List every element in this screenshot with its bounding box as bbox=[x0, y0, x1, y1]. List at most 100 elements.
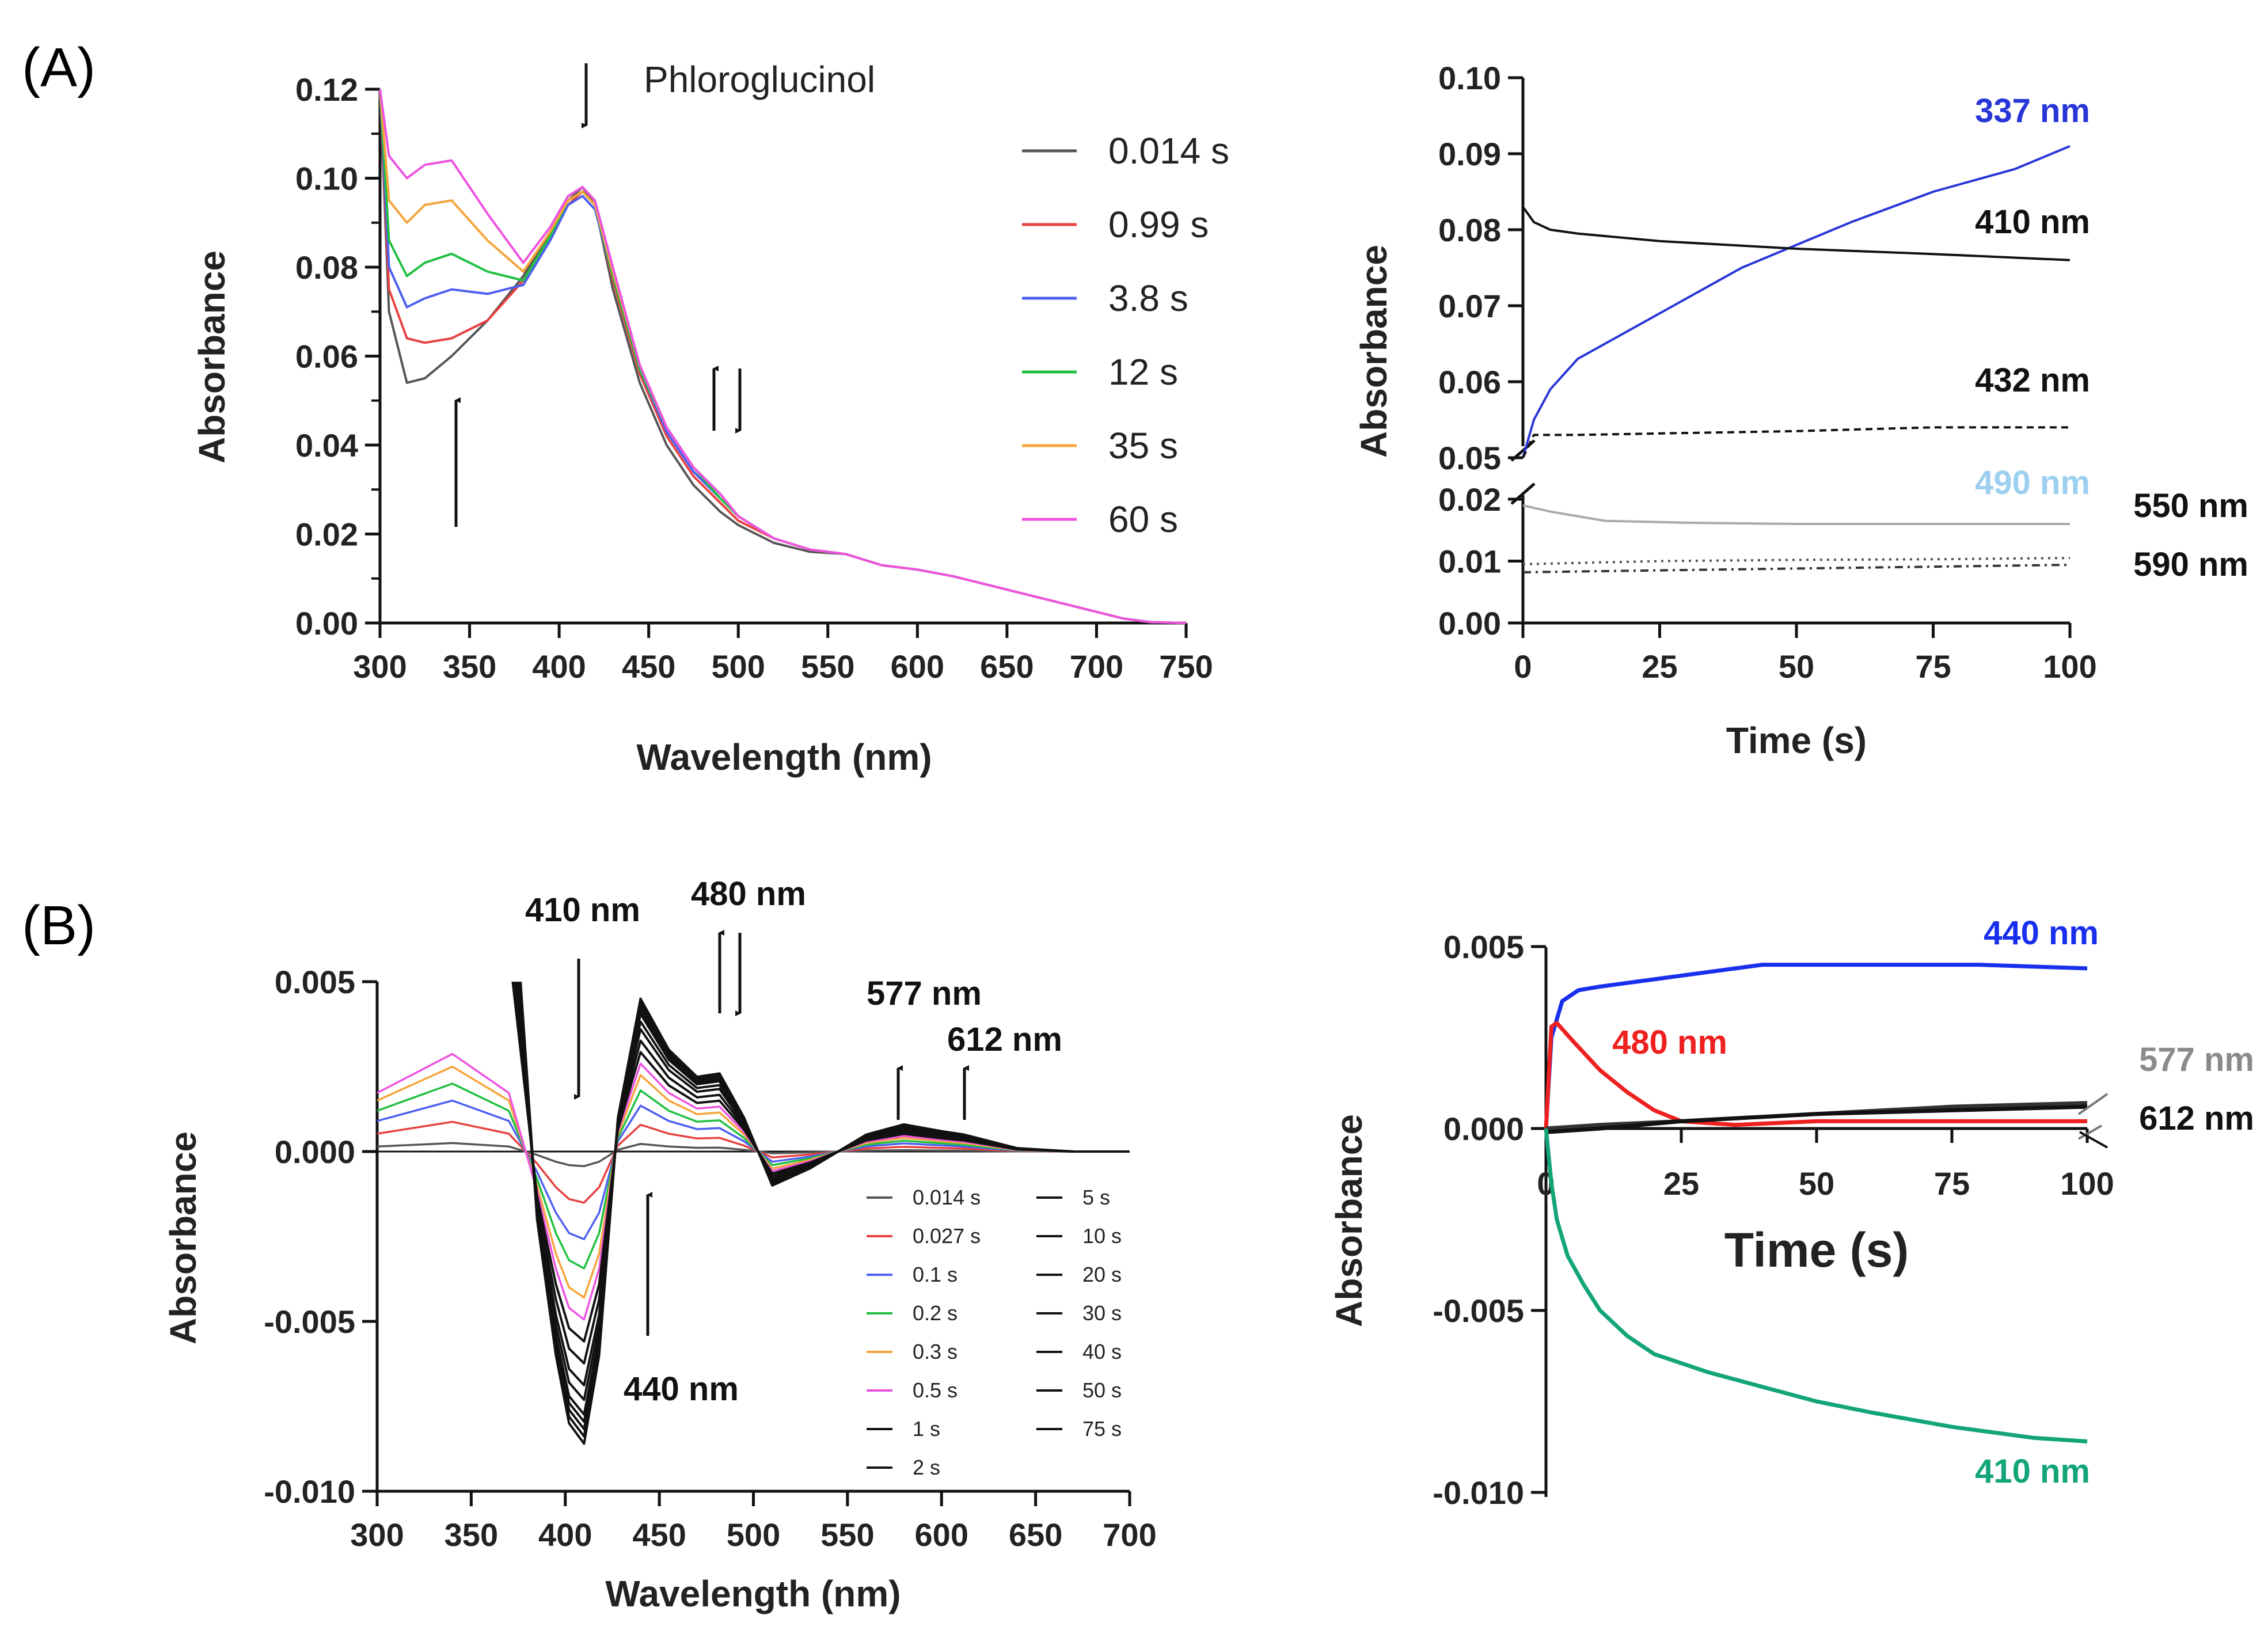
b-left-legend-label: 50 s bbox=[1082, 1378, 1122, 1402]
b-left-series-line bbox=[511, 982, 1130, 1343]
chart-a-right: 0.05 0.06 0.07 0.08 0.09 0.10 0.00 0.01 0.02 0 25… bbox=[1353, 60, 2248, 761]
b-right-leader-577b bbox=[2077, 1093, 2109, 1115]
a-right-series-line bbox=[1522, 557, 2071, 565]
a-left-xtick-label: 700 bbox=[1070, 648, 1123, 685]
b-left-legend-label: 10 s bbox=[1082, 1224, 1122, 1248]
b-left-xtick-label: 550 bbox=[820, 1517, 874, 1553]
a-left-ylabel: Absorbance bbox=[191, 250, 233, 463]
a-right-lower-ytick-label: 0.00 bbox=[1438, 605, 1501, 641]
b-right-ytick-label: 0.000 bbox=[1443, 1111, 1524, 1147]
b-right-label-480nm: 480 nm bbox=[1612, 1024, 1727, 1061]
b-right-ytick-label: -0.010 bbox=[1433, 1475, 1524, 1511]
b-right-series-line bbox=[1544, 963, 2088, 1129]
a-left-ytick-label: 0.12 bbox=[295, 71, 358, 108]
b-left-series-line bbox=[512, 982, 1130, 1365]
a-left-xtick-label: 500 bbox=[712, 648, 765, 685]
a-left-xtick-label: 550 bbox=[801, 648, 854, 685]
a-right-label-410nm: 410 nm bbox=[1975, 203, 2090, 241]
a-right-label-550nm: 550 nm bbox=[2133, 487, 2248, 525]
b-left-series-line bbox=[377, 1099, 1130, 1240]
panel-label-a: (A) bbox=[22, 37, 96, 98]
b-left-series-line bbox=[377, 1142, 1130, 1168]
b-label-410: 410 nm bbox=[525, 891, 640, 929]
a-right-upper-ytick-label: 0.05 bbox=[1438, 440, 1501, 476]
a-left-xtick-label: 750 bbox=[1159, 648, 1213, 685]
b-right-xtick-label: 25 bbox=[1663, 1165, 1699, 1202]
b-left-legend-label: 30 s bbox=[1082, 1301, 1122, 1325]
a-right-series-line bbox=[1522, 564, 2071, 573]
a-right-series-line bbox=[1522, 145, 2071, 458]
a-left-ytick-label: 0.00 bbox=[295, 605, 358, 641]
a-left-legend-label: 12 s bbox=[1108, 351, 1178, 393]
a-right-upper-ytick-label: 0.06 bbox=[1438, 364, 1501, 400]
a-left-series-line bbox=[379, 89, 1187, 624]
a-right-xtick-label: 0 bbox=[1514, 648, 1532, 685]
a-right-lower-ytick-label: 0.01 bbox=[1438, 544, 1501, 580]
b-right-leader-577 bbox=[2078, 1124, 2102, 1140]
panel-label-b: (B) bbox=[22, 895, 96, 956]
b-left-xtick-label: 350 bbox=[445, 1517, 498, 1553]
b-left-xtick-label: 500 bbox=[727, 1517, 780, 1553]
b-left-series-line bbox=[377, 1065, 1130, 1299]
a-left-xtick-label: 600 bbox=[891, 648, 944, 685]
a-left-xlabel: Wavelength (nm) bbox=[636, 736, 932, 778]
a-left-ytick-label: 0.10 bbox=[295, 161, 358, 197]
b-right-label-410nm: 410 nm bbox=[1975, 1453, 2090, 1490]
b-right-xtick-label: 50 bbox=[1799, 1165, 1834, 1202]
a-left-series-line bbox=[379, 89, 1187, 624]
b-right-series-line bbox=[1544, 1128, 2088, 1443]
a-right-series-line bbox=[1522, 504, 2070, 525]
b-right-ytick-label: -0.005 bbox=[1433, 1293, 1524, 1329]
a-left-ytick-label: 0.06 bbox=[295, 339, 358, 375]
a-right-ylabel: Absorbance bbox=[1353, 245, 1395, 458]
b-left-xtick-label: 450 bbox=[632, 1517, 686, 1553]
b-right-xtick-label: 75 bbox=[1934, 1165, 1970, 1202]
b-left-legend-label: 0.027 s bbox=[913, 1224, 981, 1248]
a-left-xtick-label: 450 bbox=[622, 648, 675, 685]
a-right-upper-ytick-label: 0.09 bbox=[1438, 136, 1501, 172]
b-left-legend-label: 0.3 s bbox=[913, 1340, 958, 1363]
a-left-legend-label: 0.99 s bbox=[1108, 204, 1209, 245]
b-right-ylabel: Absorbance bbox=[1328, 1114, 1370, 1327]
a-right-xtick-label: 75 bbox=[1915, 648, 1951, 685]
chart-a-left: 0.00 0.02 0.04 0.06 0.08 0.10 0.12 300 350 400 45… bbox=[191, 59, 1229, 778]
a-left-xtick-label: 400 bbox=[532, 648, 586, 685]
b-left-legend-label: 75 s bbox=[1082, 1417, 1122, 1441]
b-left-ytick-label: 0.005 bbox=[275, 964, 355, 1000]
b-left-legend-label: 20 s bbox=[1082, 1263, 1122, 1286]
b-left-xtick-label: 300 bbox=[350, 1517, 404, 1553]
b-left-ytick-label: -0.010 bbox=[264, 1473, 355, 1510]
b-left-series-line bbox=[377, 1120, 1130, 1204]
b-right-label-577nm: 577 nm bbox=[2139, 1041, 2254, 1078]
a-right-upper-ytick-label: 0.07 bbox=[1438, 288, 1501, 324]
b-left-series-line bbox=[377, 1053, 1130, 1321]
chart-b-left: 0.005 0.000 -0.005 -0.010 300 350 400 450 500 55… bbox=[162, 875, 1157, 1614]
a-right-upper-ytick-label: 0.08 bbox=[1438, 212, 1501, 248]
a-left-legend-label: 3.8 s bbox=[1108, 278, 1188, 319]
b-left-series-line bbox=[518, 982, 1130, 1438]
b-right-label-440nm: 440 nm bbox=[1984, 914, 2099, 952]
a-left-legend-label: 60 s bbox=[1108, 499, 1178, 540]
a-left-series-line bbox=[379, 89, 1187, 624]
b-left-legend-label: 40 s bbox=[1082, 1340, 1122, 1363]
b-right-label-612nm: 612 nm bbox=[2139, 1100, 2254, 1137]
b-left-legend-label: 2 s bbox=[913, 1456, 940, 1479]
b-left-series-line bbox=[377, 1082, 1130, 1270]
b-left-ytick-label: -0.005 bbox=[264, 1304, 355, 1340]
a-left-ytick-label: 0.04 bbox=[295, 427, 358, 463]
b-right-leader-612 bbox=[2079, 1131, 2108, 1149]
a-left-xtick-label: 350 bbox=[443, 648, 496, 685]
a-left-ytick-label: 0.08 bbox=[295, 249, 358, 286]
a-right-label-590nm: 590 nm bbox=[2133, 546, 2248, 583]
a-left-xtick-label: 650 bbox=[980, 648, 1034, 685]
b-label-612: 612 nm bbox=[947, 1021, 1062, 1058]
b-left-xtick-label: 400 bbox=[538, 1517, 592, 1553]
a-right-label-432nm: 432 nm bbox=[1975, 362, 2090, 399]
a-right-series-line bbox=[1522, 426, 2070, 458]
b-label-480: 480 nm bbox=[691, 875, 806, 913]
b-right-ytick-label: 0.005 bbox=[1443, 929, 1524, 965]
b-left-legend-label: 0.5 s bbox=[913, 1378, 958, 1402]
a-left-series-line bbox=[379, 89, 1187, 624]
b-label-440: 440 nm bbox=[624, 1370, 739, 1408]
